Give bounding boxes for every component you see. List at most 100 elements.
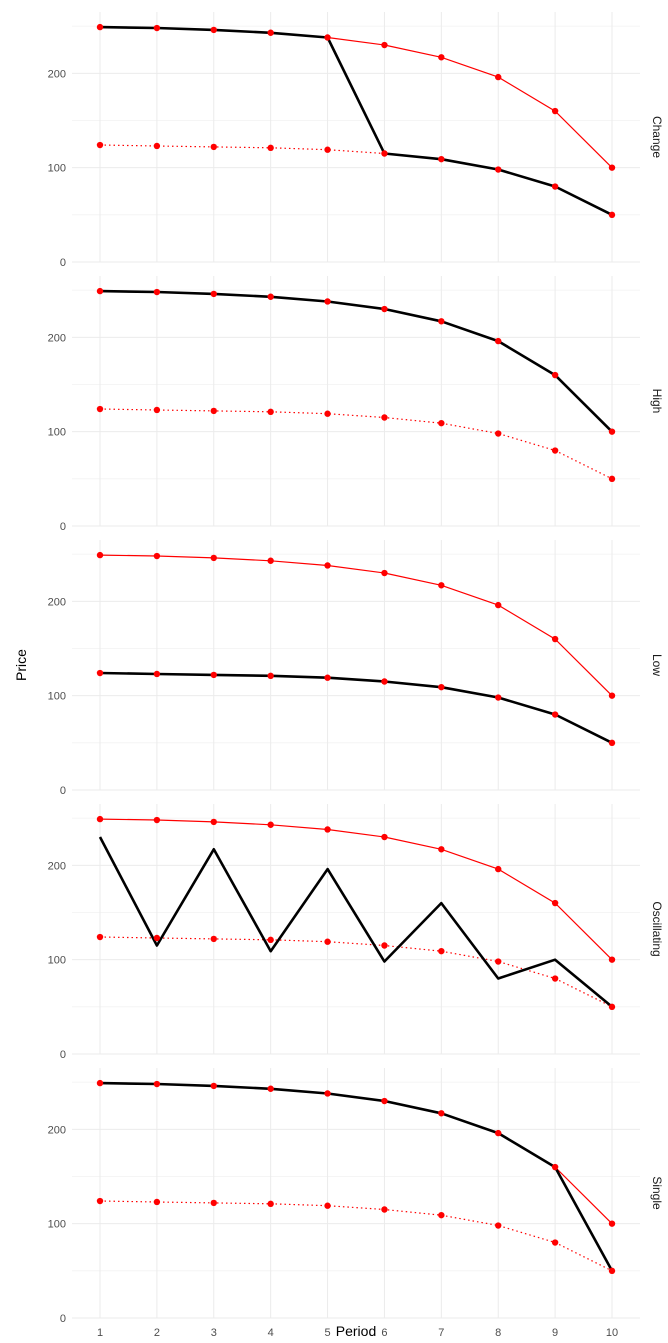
y-tick-label: 0 — [60, 257, 66, 269]
upper-point — [381, 1097, 388, 1105]
x-tick-label: 9 — [552, 1327, 558, 1339]
upper-point — [438, 54, 445, 61]
lower-point — [210, 407, 217, 415]
upper-point — [608, 692, 616, 699]
facet-label: Oscillating — [650, 901, 664, 956]
lower-point — [495, 1222, 502, 1229]
upper-point — [210, 818, 217, 826]
upper-point — [153, 1080, 161, 1088]
x-axis-title: Period — [336, 1323, 376, 1339]
upper-point — [438, 582, 445, 589]
lower-point — [495, 430, 502, 437]
lower-point — [210, 1199, 217, 1207]
lower-point — [210, 671, 217, 679]
lower-point — [96, 669, 104, 677]
lower-point — [551, 183, 559, 190]
upper-point — [381, 41, 388, 49]
lower-point — [210, 935, 217, 943]
upper-point — [324, 562, 331, 569]
lower-point — [267, 144, 274, 152]
lower-point — [495, 166, 502, 173]
upper-point — [210, 554, 217, 562]
price-line — [99, 1081, 614, 1272]
price-line — [99, 25, 613, 216]
upper-point — [608, 164, 616, 171]
upper-point — [381, 833, 388, 841]
x-tick-label: 6 — [381, 1327, 387, 1339]
lower-point — [608, 211, 616, 219]
upper-point — [210, 26, 217, 34]
price-line — [99, 289, 613, 433]
lower-point — [438, 1211, 445, 1219]
y-tick-label: 0 — [60, 521, 66, 533]
lower-point — [210, 143, 217, 151]
lower-point — [96, 141, 104, 149]
x-tick-label: 4 — [268, 1327, 274, 1339]
lower-point — [153, 934, 161, 942]
lower-point — [96, 1197, 104, 1205]
upper-point — [608, 956, 616, 963]
panel-single: 0 100 200 Single — [48, 1068, 664, 1325]
lower-point — [381, 150, 388, 157]
upper-point — [210, 1082, 217, 1090]
upper-point — [267, 29, 274, 36]
upper-line — [99, 554, 613, 697]
lower-point — [438, 683, 445, 691]
y-tick-label: 200 — [48, 596, 66, 608]
lower-point — [495, 958, 502, 965]
upper-point — [551, 635, 559, 643]
price-line — [99, 671, 613, 744]
x-tick-label: 5 — [324, 1327, 330, 1339]
facet-label: Single — [650, 1176, 664, 1210]
facet-label: Change — [650, 116, 664, 158]
upper-point — [324, 298, 331, 305]
upper-point — [551, 1163, 559, 1171]
lower-point — [153, 1198, 161, 1206]
lower-point — [267, 936, 274, 944]
panel-low: 0 100 200 Low — [48, 540, 664, 797]
x-tick-label: 3 — [211, 1327, 217, 1339]
upper-point — [267, 1085, 274, 1092]
y-tick-label: 0 — [60, 785, 66, 797]
lower-point — [608, 1267, 616, 1275]
lower-point — [551, 447, 559, 454]
lower-point — [153, 142, 161, 150]
upper-point — [96, 551, 104, 559]
lower-point — [438, 419, 445, 427]
x-tick-label: 10 — [606, 1327, 618, 1339]
upper-point — [438, 846, 445, 853]
lower-point — [267, 408, 274, 416]
panel-oscillating: 0 100 200 Oscillating — [48, 804, 664, 1061]
lower-point — [267, 1200, 274, 1208]
upper-point — [96, 815, 104, 823]
upper-point — [438, 318, 445, 325]
y-tick-label: 100 — [48, 1219, 66, 1231]
y-tick-label: 0 — [60, 1313, 66, 1325]
upper-point — [495, 601, 502, 609]
upper-point — [495, 337, 502, 345]
y-tick-label: 100 — [48, 427, 66, 439]
lower-point — [381, 1206, 388, 1213]
y-tick-label: 200 — [48, 860, 66, 872]
lower-point — [267, 672, 274, 680]
y-tick-label: 100 — [48, 691, 66, 703]
y-axis-title: Price — [13, 649, 29, 681]
upper-point — [551, 371, 559, 379]
facet-label: Low — [650, 654, 664, 676]
upper-point — [153, 24, 161, 32]
upper-point — [153, 552, 161, 560]
upper-point — [96, 23, 104, 31]
x-tick-label: 2 — [154, 1327, 160, 1339]
upper-point — [267, 293, 274, 300]
upper-point — [438, 1110, 445, 1117]
upper-point — [267, 821, 274, 828]
lower-point — [324, 410, 331, 417]
upper-point — [381, 305, 388, 313]
lower-point — [96, 933, 104, 941]
x-tick-label: 7 — [438, 1327, 444, 1339]
upper-point — [324, 1090, 331, 1097]
upper-point — [608, 1220, 616, 1227]
lower-point — [96, 405, 104, 413]
lower-line — [99, 936, 613, 1008]
upper-point — [551, 107, 559, 115]
